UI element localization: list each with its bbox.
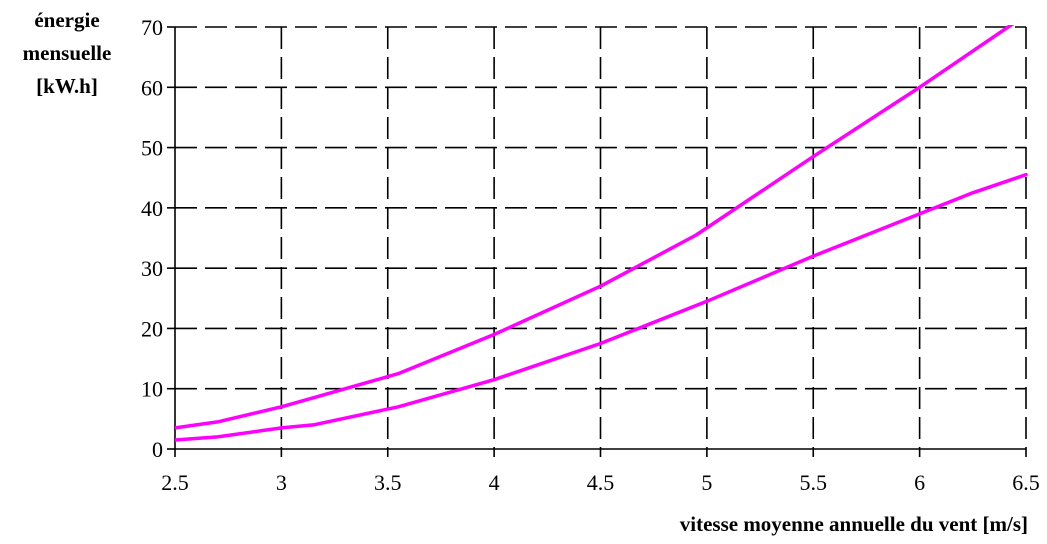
x-axis-label: vitesse moyenne annuelle du vent [m/s]	[680, 512, 1028, 536]
y-axis-label: énergie mensuelle [kW.h]	[23, 8, 112, 98]
series	[175, 25, 1028, 442]
x-tick-label: 5	[701, 470, 712, 495]
x-tick-label: 5.5	[800, 470, 828, 495]
series-line-1	[175, 25, 1015, 430]
y-tick-label: 60	[141, 75, 163, 100]
y-axis-label-line-3: [kW.h]	[36, 74, 98, 98]
x-tick-label: 6.5	[1012, 470, 1040, 495]
y-tick-label: 0	[152, 437, 163, 462]
series-line-2	[175, 172, 1028, 442]
y-axis-label-line-1: énergie	[34, 8, 99, 32]
x-tick-label: 4	[489, 470, 500, 495]
x-tick-label: 4.5	[587, 470, 615, 495]
ticks: 0 10 20 30 40 50 60 70 2.5 3 3.5 4 4.5 5 5.5 6 6.5	[141, 15, 1040, 495]
y-tick-label: 30	[141, 256, 163, 281]
y-tick-label: 40	[141, 196, 163, 221]
x-tick-label: 3.5	[374, 470, 402, 495]
y-tick-label: 20	[141, 316, 163, 341]
x-tick-label: 2.5	[161, 470, 189, 495]
x-tick-label: 6	[914, 470, 925, 495]
y-axis-label-line-2: mensuelle	[23, 41, 112, 65]
y-tick-label: 10	[141, 377, 163, 402]
grid	[175, 26, 1027, 449]
y-tick-label: 70	[141, 15, 163, 40]
y-tick-label: 50	[141, 136, 163, 161]
x-tick-label: 3	[276, 470, 287, 495]
